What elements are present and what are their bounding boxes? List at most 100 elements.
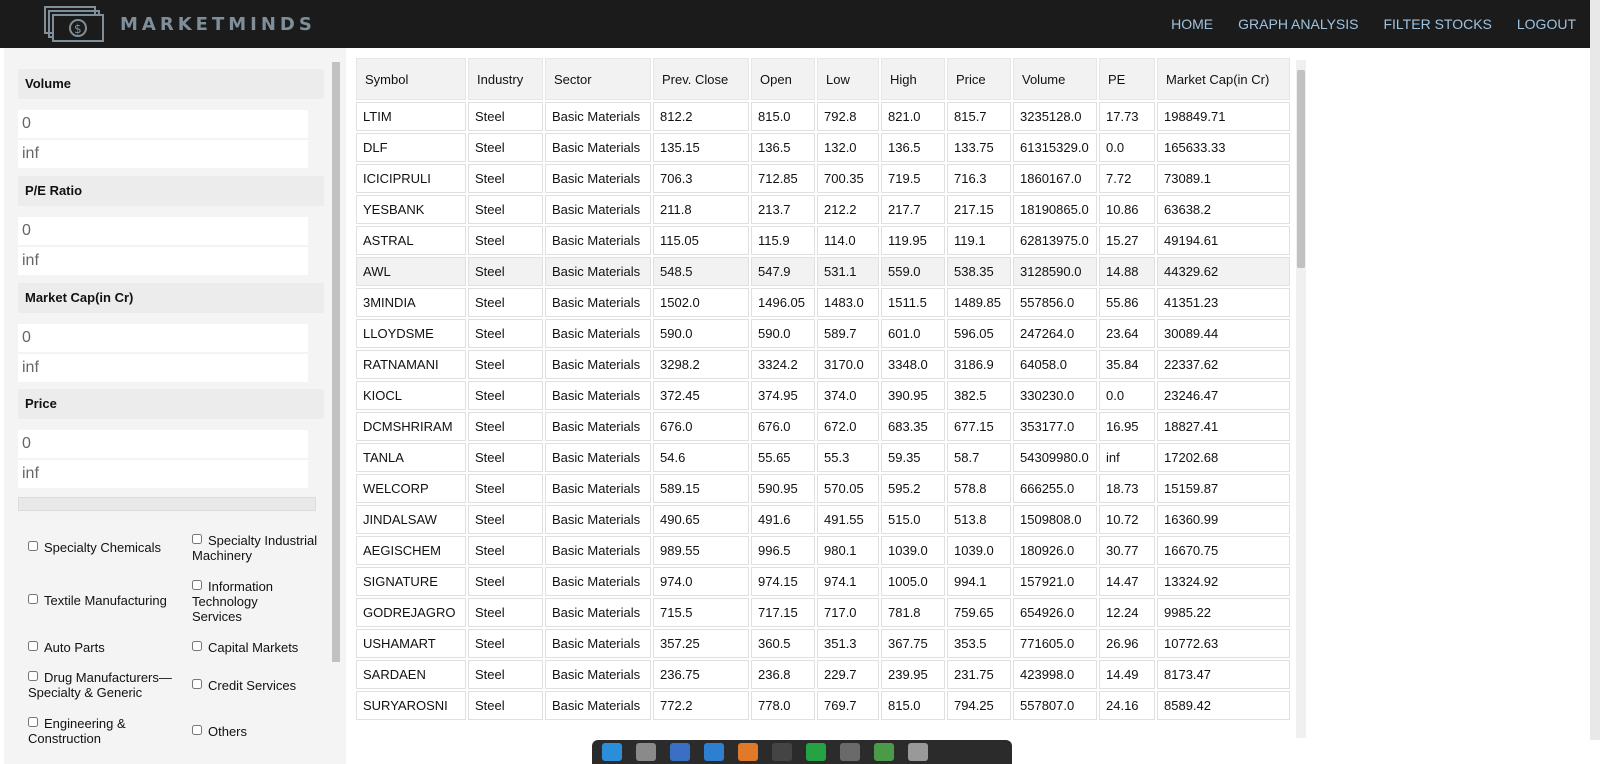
col-volume[interactable]: Volume	[1013, 58, 1097, 100]
table-cell: 351.3	[817, 629, 879, 658]
table-row[interactable]: TANLA Steel Basic Materials 54.6 55.65 55.3 59…	[356, 443, 1290, 472]
checkbox[interactable]	[192, 580, 202, 590]
table-row[interactable]: YESBANK Steel Basic Materials 211.8 213.7 212…	[356, 195, 1290, 224]
table-cell: 61315329.0	[1013, 133, 1097, 162]
table-scrollbar-track[interactable]	[1296, 60, 1306, 738]
checkbox[interactable]	[28, 717, 38, 727]
table-row[interactable]: DLF Steel Basic Materials 135.15 136.5 132.0 1…	[356, 133, 1290, 162]
checkbox[interactable]	[192, 534, 202, 544]
col-high[interactable]: High	[881, 58, 945, 100]
table-row[interactable]: WELCORP Steel Basic Materials 589.15 590.95 5…	[356, 474, 1290, 503]
recycle-icon[interactable]	[874, 743, 894, 761]
col-symbol[interactable]: Symbol	[356, 58, 466, 100]
nav-home[interactable]: HOME	[1171, 16, 1214, 32]
table-row[interactable]: JINDALSAW Steel Basic Materials 490.65 491.6…	[356, 505, 1290, 534]
nav-filter-stocks[interactable]: FILTER STOCKS	[1383, 16, 1492, 32]
checkbox[interactable]	[28, 641, 38, 651]
industry-checkbox-credit-services[interactable]: Credit Services	[192, 678, 322, 693]
table-row[interactable]: DCMSHRIRAM Steel Basic Materials 676.0 676.0…	[356, 412, 1290, 441]
table-row[interactable]: GODREJAGRO Steel Basic Materials 715.5 717.1…	[356, 598, 1290, 627]
industry-checkbox-capital-markets[interactable]: Capital Markets	[192, 640, 322, 655]
table-cell: 382.5	[947, 381, 1011, 410]
industry-checkbox-auto-parts[interactable]: Auto Parts	[28, 640, 178, 655]
col-prev-close[interactable]: Prev. Close	[653, 58, 749, 100]
pe-min-input[interactable]	[18, 217, 308, 245]
table-cell: 374.0	[817, 381, 879, 410]
table-row[interactable]: LTIM Steel Basic Materials 812.2 815.0 792.8 8…	[356, 102, 1290, 131]
industry-checkbox-information-technology-services[interactable]: Information Technology Services	[192, 579, 274, 624]
marketcap-min-input[interactable]	[18, 324, 308, 352]
page-scrollbar[interactable]	[1590, 0, 1600, 740]
table-cell: 54309980.0	[1013, 443, 1097, 472]
store-icon[interactable]	[738, 743, 758, 761]
os-taskbar	[592, 740, 1012, 764]
table-cell: 996.5	[751, 536, 815, 565]
industry-checkbox-drug-manufacturers[interactable]: Drug Manufacturers—Specialty & Generic	[28, 670, 172, 700]
table-cell: 821.0	[881, 102, 945, 131]
files-icon[interactable]	[636, 743, 656, 761]
table-row[interactable]: AEGISCHEM Steel Basic Materials 989.55 996.5…	[356, 536, 1290, 565]
checkbox[interactable]	[192, 641, 202, 651]
table-cell: Basic Materials	[545, 443, 651, 472]
col-low[interactable]: Low	[817, 58, 879, 100]
industry-checkbox-textile-manufacturing[interactable]: Textile Manufacturing	[28, 593, 178, 608]
table-cell: 157921.0	[1013, 567, 1097, 596]
table-cell: KIOCL	[356, 381, 466, 410]
nav-logout[interactable]: LOGOUT	[1516, 16, 1576, 32]
table-cell: 8589.42	[1157, 691, 1290, 720]
table-row[interactable]: KIOCL Steel Basic Materials 372.45 374.95 374…	[356, 381, 1290, 410]
table-cell: 135.15	[653, 133, 749, 162]
col-sector[interactable]: Sector	[545, 58, 651, 100]
brand-logo[interactable]: $ MARKETMINDS	[44, 6, 316, 42]
table-row[interactable]: SURYAROSNI Steel Basic Materials 772.2 778.0…	[356, 691, 1290, 720]
whatsapp-icon[interactable]	[806, 743, 826, 761]
sidebar-scrollbar[interactable]	[332, 62, 340, 662]
industry-checkbox-specialty-chemicals[interactable]: Specialty Chemicals	[28, 540, 178, 555]
col-open[interactable]: Open	[751, 58, 815, 100]
col-price[interactable]: Price	[947, 58, 1011, 100]
checkbox[interactable]	[192, 725, 202, 735]
pe-filter-label: P/E Ratio	[18, 176, 324, 206]
vscode-icon[interactable]	[704, 743, 724, 761]
table-row[interactable]: ASTRAL Steel Basic Materials 115.05 115.9 114…	[356, 226, 1290, 255]
industry-checkbox-engineering-construction[interactable]: Engineering & Construction	[28, 716, 126, 746]
terminal-icon[interactable]	[772, 743, 792, 761]
table-cell: 8173.47	[1157, 660, 1290, 689]
table-row[interactable]: 3MINDIA Steel Basic Materials 1502.0 1496.05…	[356, 288, 1290, 317]
table-cell: Steel	[468, 319, 543, 348]
volume-min-input[interactable]	[18, 110, 308, 138]
table-cell: 15.27	[1099, 226, 1155, 255]
pe-max-input[interactable]	[18, 247, 308, 275]
checkbox[interactable]	[28, 671, 38, 681]
table-cell: Basic Materials	[545, 567, 651, 596]
apps-grid-icon[interactable]	[908, 743, 928, 761]
checkbox[interactable]	[28, 541, 38, 551]
nav-graph-analysis[interactable]: GRAPH ANALYSIS	[1238, 16, 1359, 32]
table-row[interactable]: SIGNATURE Steel Basic Materials 974.0 974.15…	[356, 567, 1290, 596]
price-min-input[interactable]	[18, 430, 308, 458]
edge-icon[interactable]	[602, 743, 622, 761]
volume-max-input[interactable]	[18, 140, 308, 168]
col-industry[interactable]: Industry	[468, 58, 543, 100]
price-max-input[interactable]	[18, 460, 308, 488]
table-cell: 115.9	[751, 226, 815, 255]
table-row[interactable]: SARDAEN Steel Basic Materials 236.75 236.8 22…	[356, 660, 1290, 689]
industry-checkbox-specialty-industrial-machinery[interactable]: Specialty Industrial Machinery	[192, 533, 318, 563]
table-cell: Basic Materials	[545, 691, 651, 720]
col-market-cap[interactable]: Market Cap(in Cr)	[1157, 58, 1290, 100]
table-cell: 683.35	[881, 412, 945, 441]
table-cell: Basic Materials	[545, 412, 651, 441]
checkbox[interactable]	[28, 594, 38, 604]
writer-icon[interactable]	[670, 743, 690, 761]
table-row[interactable]: USHAMART Steel Basic Materials 357.25 360.5 3…	[356, 629, 1290, 658]
table-row[interactable]: RATNAMANI Steel Basic Materials 3298.2 3324.…	[356, 350, 1290, 379]
industry-checkbox-others[interactable]: Others	[192, 724, 322, 739]
table-scrollbar-thumb[interactable]	[1297, 70, 1305, 268]
col-pe[interactable]: PE	[1099, 58, 1155, 100]
table-row[interactable]: LLOYDSME Steel Basic Materials 590.0 590.0 58…	[356, 319, 1290, 348]
marketcap-max-input[interactable]	[18, 354, 308, 382]
checkbox[interactable]	[192, 679, 202, 689]
table-row[interactable]: ICICIPRULI Steel Basic Materials 706.3 712.8…	[356, 164, 1290, 193]
table-row[interactable]: AWL Steel Basic Materials 548.5 547.9 531.1 55…	[356, 257, 1290, 286]
image-viewer-icon[interactable]	[840, 743, 860, 761]
